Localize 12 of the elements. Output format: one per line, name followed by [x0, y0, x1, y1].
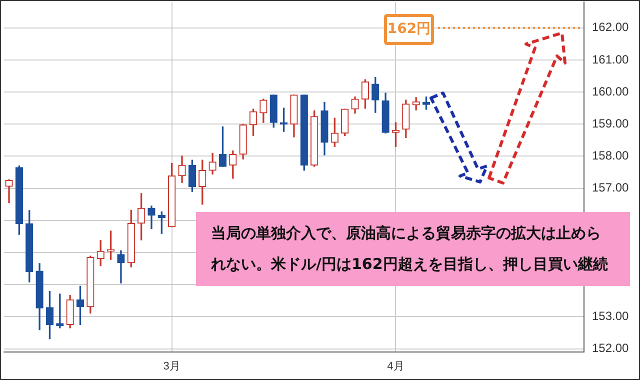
y-tick-label: 161.00	[592, 52, 630, 66]
x-tick-label: 3月	[163, 360, 180, 373]
y-tick-label: 152.00	[592, 341, 630, 356]
x-tick-label: 4月	[387, 360, 404, 373]
y-tick-label: 159.00	[592, 116, 630, 130]
y-tick-label: 157.00	[592, 180, 630, 195]
ref-line-label: 162円	[384, 14, 434, 45]
y-tick-label: 162.00	[592, 20, 630, 34]
y-tick-label: 160.00	[592, 84, 630, 98]
y-tick-label: 153.00	[592, 309, 630, 324]
annotation: 当局の単独介入で、原油高による貿易赤字の拡大は止められない。米ドル/円は162円超えを目指し、押し目買い継続	[196, 212, 630, 286]
y-tick-label: 158.00	[592, 148, 630, 163]
